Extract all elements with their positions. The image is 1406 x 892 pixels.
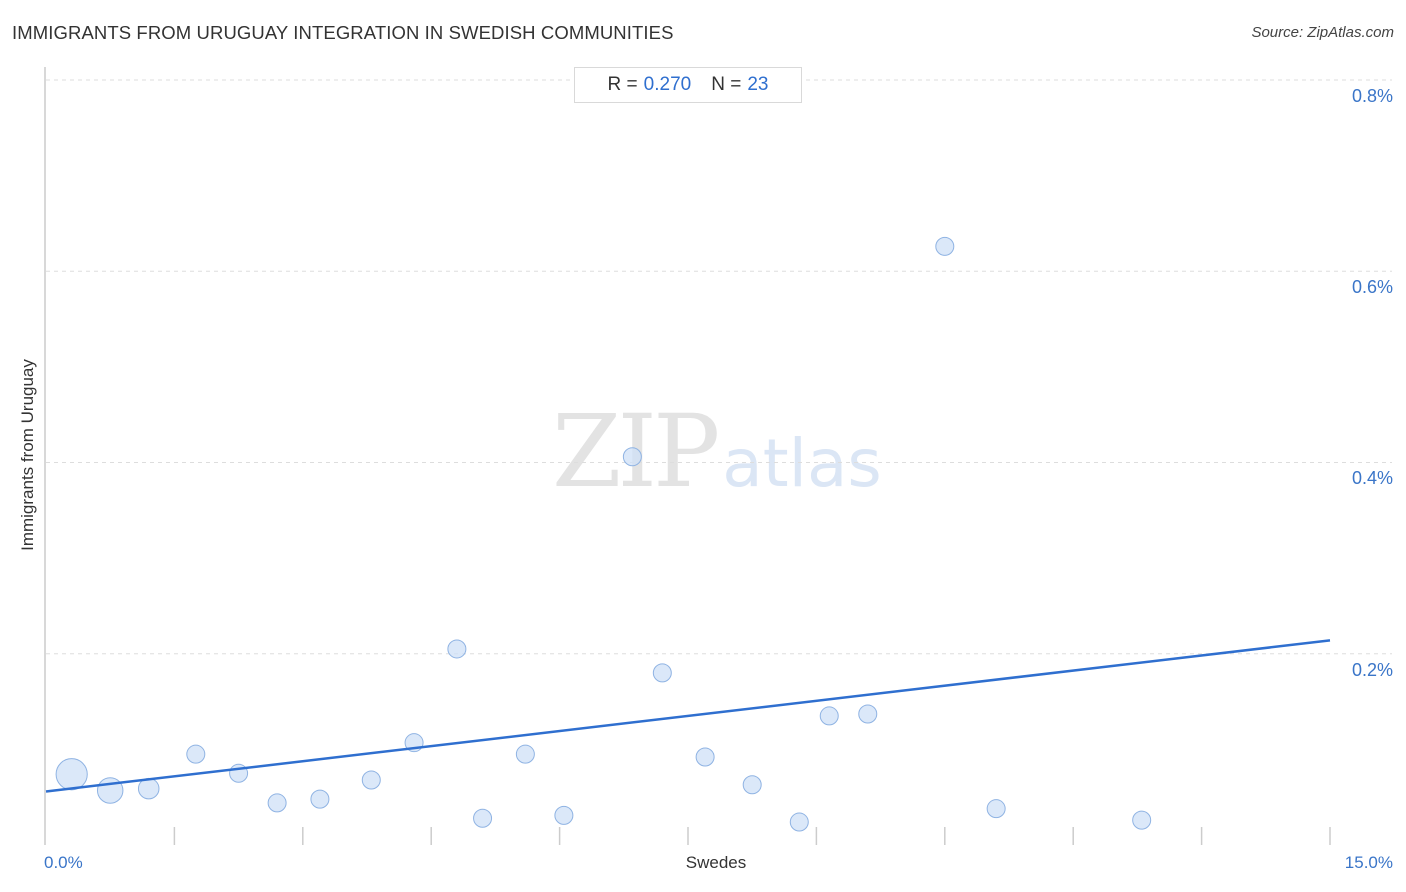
- data-point: [742, 775, 762, 795]
- y-tick-label-0.2: 0.2%: [1351, 660, 1393, 680]
- data-point: [96, 777, 124, 804]
- data-point: [310, 789, 330, 809]
- y-tick-label-0.4: 0.4%: [1351, 468, 1393, 488]
- x-tick-label-max: 15.0%: [1344, 853, 1393, 872]
- trend-line: [45, 639, 1331, 793]
- data-point: [186, 744, 206, 764]
- data-point: [267, 793, 287, 813]
- y-tick-label-0.8: 0.8%: [1351, 86, 1393, 106]
- data-point: [622, 447, 642, 467]
- chart-title: IMMIGRANTS FROM URUGUAY INTEGRATION IN S…: [12, 22, 674, 43]
- r-label: R =: [607, 74, 638, 95]
- data-point: [789, 812, 809, 832]
- data-point: [819, 706, 839, 726]
- y-axis-label: Immigrants from Uruguay: [18, 359, 37, 551]
- data-point: [1132, 810, 1152, 830]
- data-point: [361, 770, 381, 790]
- watermark-atlas: atlas: [722, 425, 882, 502]
- r-value: 0.270: [643, 74, 692, 95]
- data-point: [515, 744, 535, 764]
- data-point: [935, 236, 955, 256]
- zipatlas-watermark: ZIPatlas: [552, 402, 882, 514]
- y-tick-label-0.6: 0.6%: [1351, 277, 1393, 297]
- data-point: [473, 808, 493, 828]
- n-value: 23: [747, 74, 769, 95]
- x-axis-label: Swedes: [685, 853, 747, 872]
- data-point: [858, 704, 878, 724]
- data-point: [652, 663, 672, 683]
- source-credit: Source: ZipAtlas.com: [1251, 24, 1394, 41]
- data-point: [986, 799, 1006, 819]
- data-point: [695, 747, 715, 767]
- data-point: [554, 805, 574, 825]
- n-label: N =: [711, 74, 742, 95]
- correlation-stats-box: R = 0.270 N = 23: [574, 67, 802, 103]
- data-point: [55, 758, 88, 791]
- x-tick-label-min: 0.0%: [44, 853, 83, 872]
- data-point: [447, 639, 467, 659]
